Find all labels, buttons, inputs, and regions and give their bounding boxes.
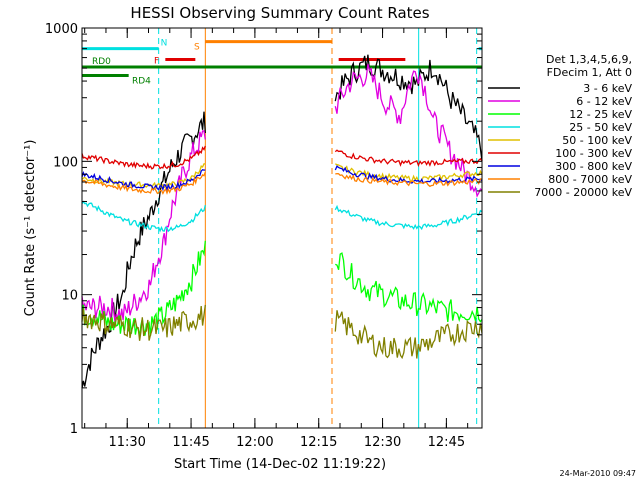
- plot-frame: [81, 27, 483, 429]
- legend: Det 1,3,4,5,6,9,FDecim 1, Att 0 3 - 6 keV…: [488, 53, 632, 199]
- x-tick-label: 12:45: [428, 435, 465, 450]
- flag-label: N: [161, 39, 168, 49]
- series-line-post: [334, 54, 483, 162]
- legend-header: FDecim 1, Att 0: [547, 66, 632, 79]
- series-line-post: [334, 63, 483, 198]
- series-300-800-kev: [81, 165, 483, 192]
- y-tick-label: 1000: [45, 22, 78, 37]
- legend-entry: 3 - 6 keV: [583, 82, 632, 95]
- x-tick-label: 11:30: [108, 435, 145, 450]
- flag-label: S: [194, 43, 200, 53]
- x-axis-label: Start Time (14-Dec-02 11:19:22): [174, 457, 386, 472]
- axes: 1 10 100 1000 11:30 11:45 12:00 12:15 12:30 12:45: [45, 22, 483, 450]
- legend-entry: 6 - 12 keV: [576, 95, 632, 108]
- legend-entry: 7000 - 20000 keV: [534, 186, 632, 199]
- legend-entry: 300 - 800 keV: [555, 160, 632, 173]
- flag-label: F: [154, 57, 159, 67]
- series-line-pre: [81, 163, 206, 190]
- legend-entry: 50 - 100 keV: [562, 134, 632, 147]
- chart-title: HESSI Observing Summary Count Rates: [130, 4, 429, 22]
- x-tick-label: 12:15: [300, 435, 337, 450]
- legend-entry: 800 - 7000 keV: [548, 173, 632, 186]
- series-line-pre: [81, 171, 206, 195]
- legend-entry: 12 - 25 keV: [569, 108, 632, 121]
- plot-timestamp: 24-Mar-2010 09:47: [560, 469, 637, 478]
- series-3-6-kev: [81, 54, 483, 389]
- series-line-post: [334, 204, 483, 231]
- series-line-pre: [81, 111, 206, 389]
- x-tick-label: 11:45: [172, 435, 209, 450]
- series-line-pre: [81, 145, 206, 170]
- series-lines: [81, 54, 483, 389]
- series-50-100-kev: [81, 163, 483, 190]
- series-7000-20000-kev: [81, 304, 483, 360]
- flag-label: RD0: [92, 57, 111, 67]
- legend-entry: 25 - 50 keV: [569, 121, 632, 134]
- y-tick-label: 1: [70, 422, 78, 437]
- series-line-pre: [81, 200, 206, 233]
- series-800-7000-kev: [81, 171, 483, 195]
- x-tick-label: 12:30: [364, 435, 401, 450]
- x-tick-label: 12:00: [236, 435, 273, 450]
- series-100-300-kev: [81, 145, 483, 170]
- y-axis-label: Count Rate (s⁻¹ detector⁻¹): [23, 140, 38, 317]
- legend-entry: 100 - 300 keV: [555, 147, 632, 160]
- flag-label: RD4: [132, 77, 151, 87]
- series-line-post: [334, 165, 483, 185]
- series-line-post: [335, 252, 483, 323]
- series-line-pre: [81, 304, 206, 341]
- series-line-post: [334, 163, 483, 182]
- series-line-post: [334, 310, 483, 360]
- series-line-pre: [81, 168, 206, 192]
- y-tick-label: 10: [61, 289, 78, 304]
- legend-header: Det 1,3,4,5,6,9,: [546, 53, 632, 66]
- y-tick-label: 100: [53, 155, 78, 170]
- series-line-post: [335, 172, 483, 188]
- series-line-post: [334, 149, 483, 168]
- series-25-50-kev: [81, 200, 483, 233]
